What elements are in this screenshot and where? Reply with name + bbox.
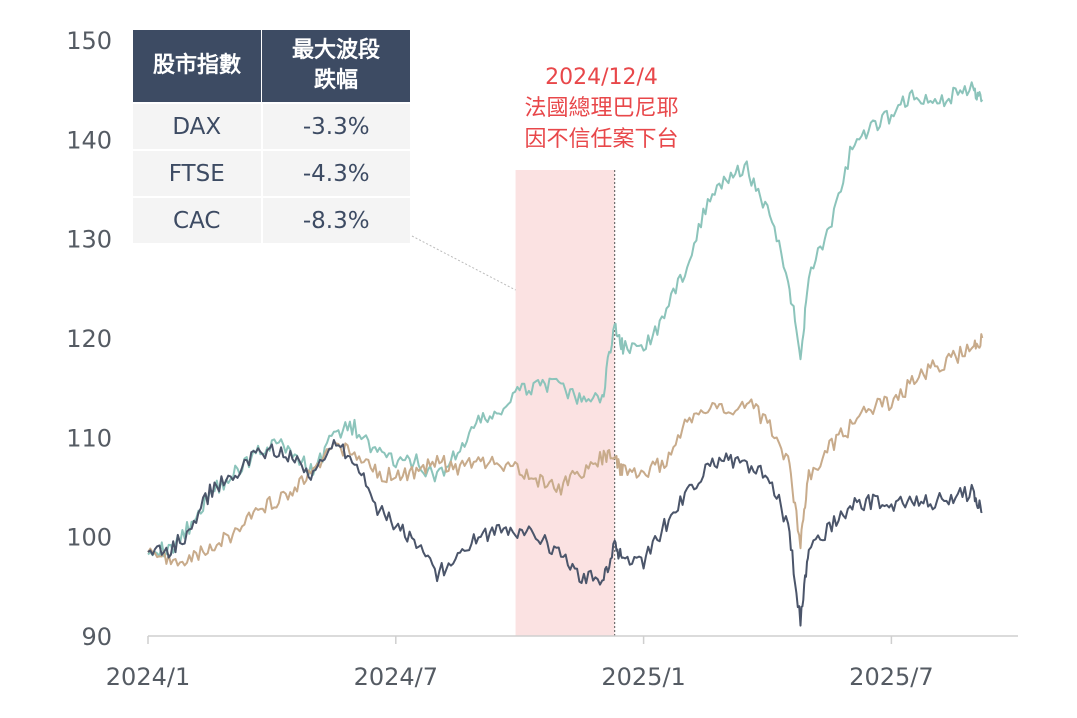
event-annotation: 2024/12/4 法國總理巴尼耶 因不信任案下台: [495, 62, 708, 155]
event-text-line2: 因不信任案下台: [524, 127, 679, 152]
table-row: FTSE -4.3%: [133, 149, 410, 197]
event-text-line1: 法國總理巴尼耶: [524, 96, 679, 121]
series-line-ftse: [147, 333, 984, 567]
header-drawdown-line1: 最大波段: [291, 38, 380, 63]
event-date: 2024/12/4: [545, 65, 658, 90]
index-name: CAC: [133, 196, 263, 243]
series-lines: [147, 81, 984, 627]
drawdown-table: 股市指數 最大波段 跌幅 DAX -3.3% FTSE -4.3% CAC -8…: [133, 30, 410, 243]
y-tick-label: 150: [66, 27, 112, 55]
y-tick-label: 110: [66, 424, 112, 452]
y-axis: 90 100 110 120 130 140 150: [66, 27, 112, 651]
index-name: DAX: [133, 102, 263, 150]
index-name: FTSE: [133, 149, 263, 197]
series-line-cac: [147, 439, 983, 627]
x-tick-label: 2025/1: [601, 663, 685, 691]
table-row: CAC -8.3%: [133, 196, 410, 243]
y-tick-label: 100: [66, 524, 112, 552]
header-drawdown-line2: 跌幅: [313, 68, 358, 93]
header-index: 股市指數: [133, 30, 262, 103]
y-tick-label: 140: [66, 126, 112, 154]
header-drawdown: 最大波段 跌幅: [261, 30, 410, 103]
x-tick-label: 2025/7: [849, 663, 933, 691]
drawdown-value: -8.3%: [261, 196, 410, 243]
table-header-row: 股市指數 最大波段 跌幅: [133, 30, 410, 103]
x-tick-label: 2024/7: [354, 663, 438, 691]
y-tick-label: 130: [66, 226, 112, 254]
pointer-line: [411, 235, 516, 291]
series-line-dax: [147, 81, 984, 558]
y-tick-label: 120: [66, 325, 112, 353]
y-tick-label: 90: [81, 623, 112, 651]
table-row: DAX -3.3%: [133, 102, 410, 150]
drawdown-value: -3.3%: [261, 102, 410, 150]
highlight-band: [515, 170, 615, 636]
x-axis-ticks: 2024/1 2024/7 2025/1 2025/7: [106, 636, 934, 691]
drawdown-value: -4.3%: [261, 149, 410, 197]
x-tick-label: 2024/1: [106, 663, 190, 691]
